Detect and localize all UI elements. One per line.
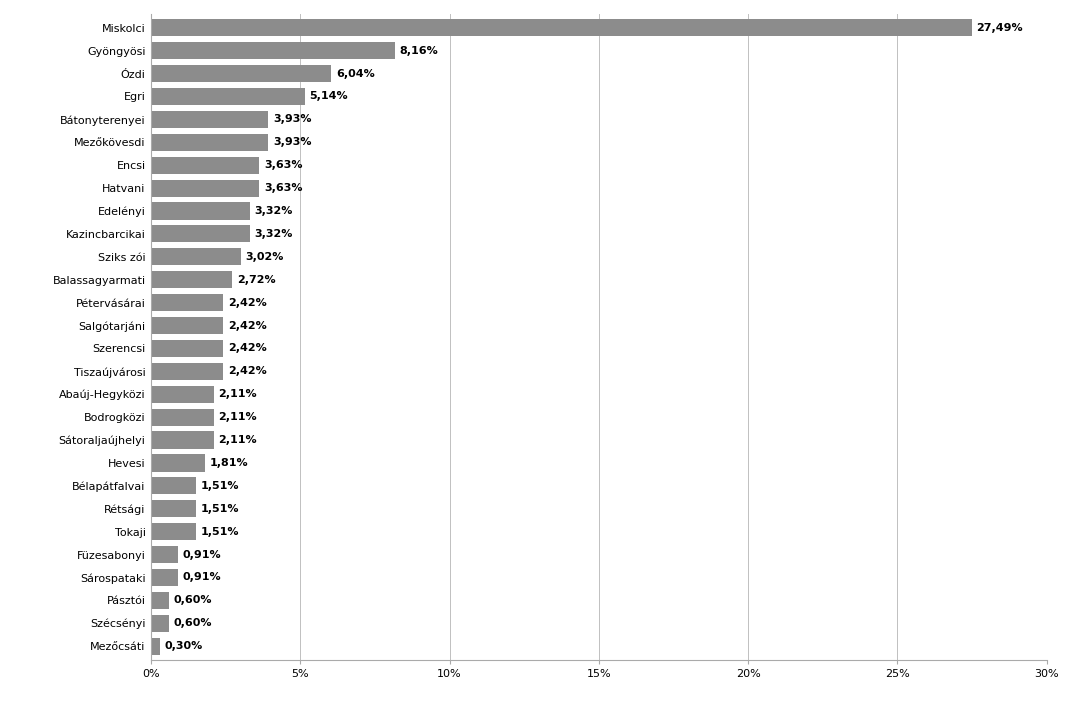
Bar	[151, 19, 972, 37]
Text: 2,72%: 2,72%	[236, 274, 275, 285]
Bar	[151, 615, 169, 632]
Text: 3,93%: 3,93%	[273, 138, 312, 147]
Text: 3,02%: 3,02%	[246, 252, 284, 262]
Bar	[151, 65, 331, 82]
Text: 3,93%: 3,93%	[273, 114, 312, 124]
Text: 2,11%: 2,11%	[219, 412, 257, 422]
Text: 0,91%: 0,91%	[182, 572, 221, 583]
Text: 6,04%: 6,04%	[336, 69, 374, 79]
Bar	[151, 42, 395, 59]
Text: 1,51%: 1,51%	[201, 481, 240, 491]
Bar	[151, 409, 214, 425]
Text: 0,91%: 0,91%	[182, 550, 221, 559]
Text: 2,11%: 2,11%	[219, 435, 257, 445]
Text: 2,42%: 2,42%	[228, 366, 267, 376]
Text: 2,42%: 2,42%	[228, 298, 267, 307]
Bar	[151, 385, 214, 403]
Text: 3,32%: 3,32%	[255, 206, 293, 216]
Bar	[151, 157, 259, 174]
Bar	[151, 202, 250, 220]
Bar	[151, 294, 223, 311]
Bar	[151, 180, 259, 197]
Text: 0,60%: 0,60%	[174, 618, 211, 628]
Bar	[151, 88, 304, 105]
Text: 3,63%: 3,63%	[264, 160, 302, 170]
Bar	[151, 249, 242, 265]
Text: 5,14%: 5,14%	[309, 91, 347, 102]
Bar	[151, 454, 205, 472]
Text: 1,51%: 1,51%	[201, 526, 240, 536]
Text: 2,11%: 2,11%	[219, 389, 257, 399]
Text: 0,60%: 0,60%	[174, 595, 211, 605]
Text: 1,81%: 1,81%	[209, 458, 248, 468]
Text: 1,51%: 1,51%	[201, 504, 240, 514]
Bar	[151, 523, 196, 541]
Bar	[151, 317, 223, 334]
Bar	[151, 133, 269, 151]
Bar	[151, 546, 178, 563]
Bar	[151, 477, 196, 494]
Text: 8,16%: 8,16%	[399, 46, 438, 55]
Text: 3,63%: 3,63%	[264, 183, 302, 193]
Bar	[151, 432, 214, 449]
Bar	[151, 569, 178, 586]
Bar	[151, 340, 223, 357]
Text: 27,49%: 27,49%	[976, 22, 1023, 33]
Bar	[151, 225, 250, 242]
Bar	[151, 111, 269, 128]
Text: 0,30%: 0,30%	[164, 641, 203, 651]
Bar	[151, 363, 223, 380]
Bar	[151, 637, 160, 655]
Bar	[151, 500, 196, 517]
Text: 2,42%: 2,42%	[228, 321, 267, 331]
Text: 2,42%: 2,42%	[228, 343, 267, 353]
Text: 3,32%: 3,32%	[255, 229, 293, 239]
Bar	[151, 592, 169, 609]
Bar	[151, 271, 232, 289]
